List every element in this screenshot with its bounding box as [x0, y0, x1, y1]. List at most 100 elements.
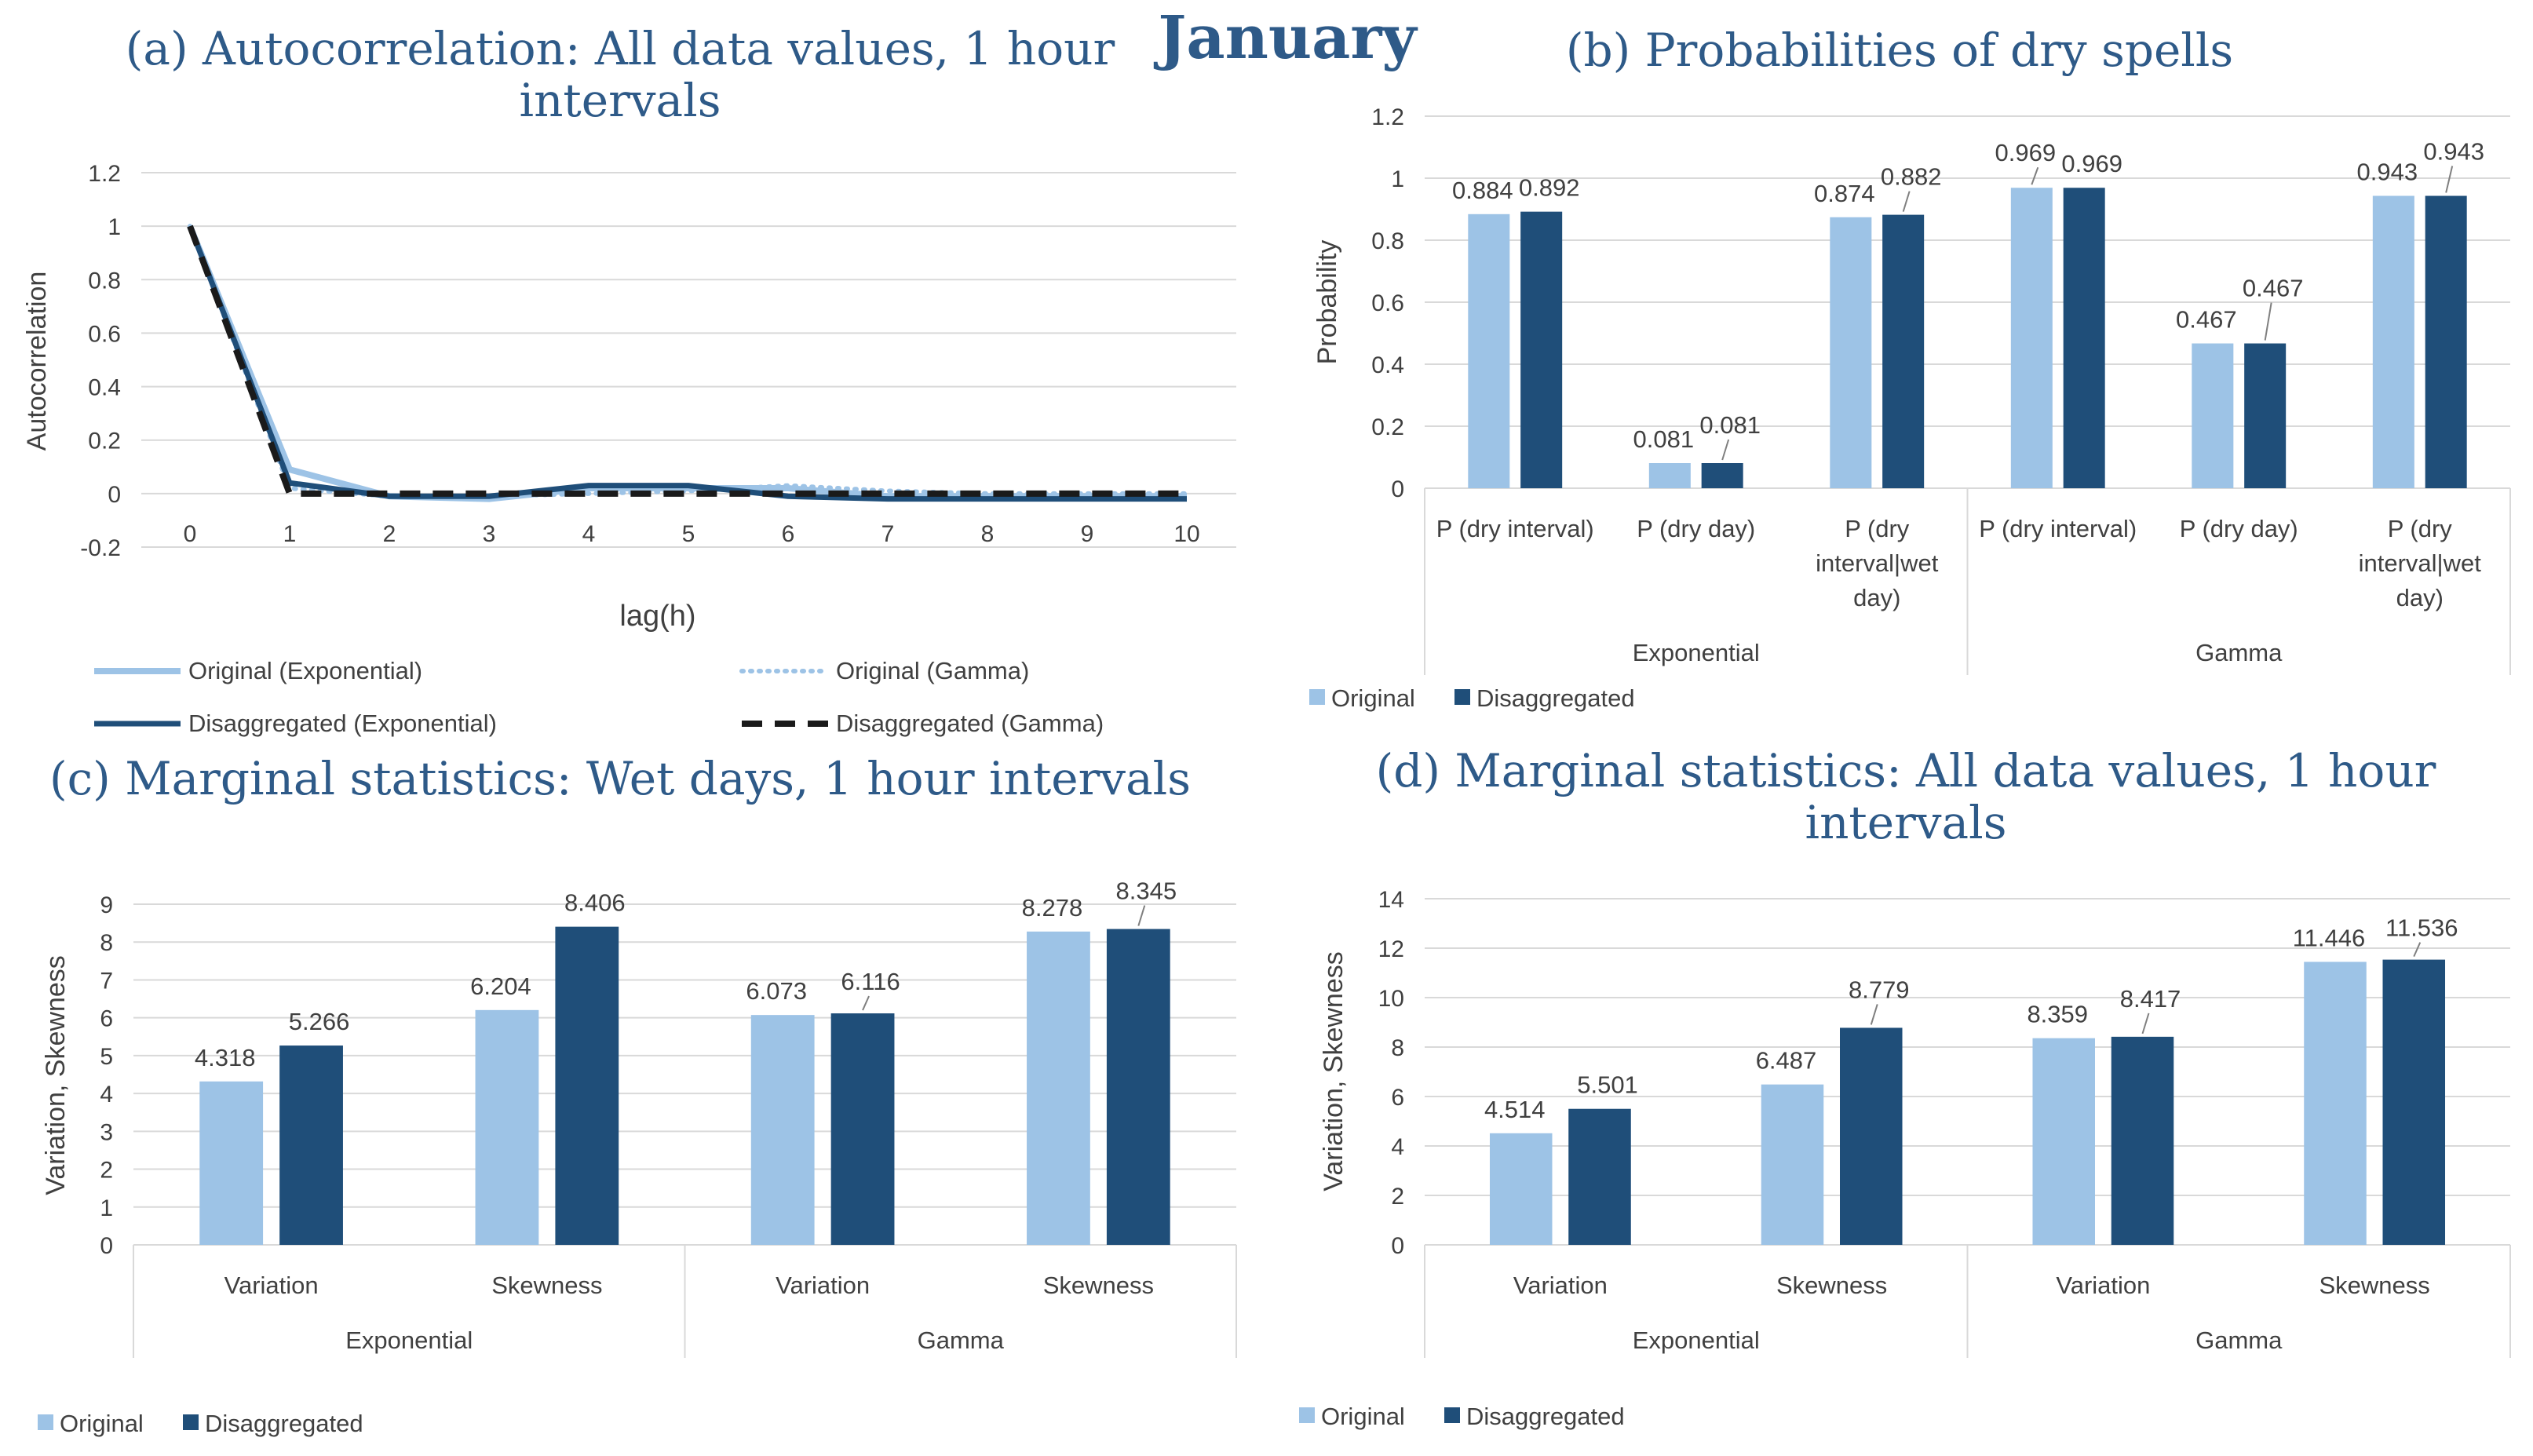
- bar-disaggregated: [1568, 1108, 1631, 1245]
- y-axis-label: Probability: [1312, 240, 1342, 365]
- bar-original: [1489, 1133, 1553, 1245]
- y-tick-label: 14: [1378, 887, 1404, 913]
- chart-title: (d) Marginal statistics: All data values…: [1376, 744, 2436, 797]
- bar-disaggregated: [830, 1013, 895, 1245]
- leader-line: [2445, 166, 2454, 193]
- legend-swatch: [1309, 689, 1325, 705]
- data-label: 0.884: [1452, 177, 1513, 204]
- bar-original: [2192, 343, 2234, 488]
- chart-title: intervals: [520, 74, 721, 127]
- category-label: Skewness: [491, 1272, 602, 1299]
- x-tick-label: 10: [1173, 521, 1199, 547]
- y-tick-label: 1: [100, 1195, 113, 1221]
- category-label: P (dry: [1845, 515, 1910, 542]
- leader-line: [2031, 166, 2039, 185]
- category-label: interval|wet: [1816, 549, 1939, 577]
- y-tick-label: 0: [1391, 476, 1404, 502]
- bar-original: [2010, 188, 2053, 488]
- group-label: Gamma: [2195, 639, 2283, 666]
- y-tick-label: 0.2: [88, 429, 121, 454]
- data-label: 0.969: [1995, 139, 2057, 166]
- y-tick-label: 1: [1391, 166, 1404, 192]
- bar-disaggregated: [1882, 214, 1925, 488]
- data-label: 8.417: [2120, 985, 2181, 1013]
- chart-title: (b) Probabilities of dry spells: [1566, 24, 2233, 77]
- y-tick-label: 0: [1391, 1233, 1404, 1259]
- category-label: day): [1853, 584, 1900, 611]
- bar-disaggregated: [1106, 929, 1170, 1245]
- data-label: 8.406: [564, 889, 626, 917]
- y-tick-label: 0.4: [88, 375, 121, 401]
- leader-line: [1721, 439, 1730, 461]
- x-tick-label: 3: [483, 521, 496, 547]
- bar-disaggregated: [1701, 463, 1743, 488]
- group-label: Exponential: [345, 1326, 473, 1354]
- bar-original: [1830, 217, 1872, 488]
- leader-line: [1137, 905, 1146, 926]
- bar-original: [1761, 1084, 1824, 1245]
- series-line-disaggregated-exponential: [187, 224, 1187, 502]
- data-label: 0.892: [1519, 174, 1580, 202]
- data-label: 6.204: [470, 972, 531, 1000]
- x-tick-label: 2: [383, 521, 396, 547]
- y-tick-label: 4: [100, 1082, 113, 1108]
- leader-line: [2141, 1013, 2150, 1035]
- category-label: interval|wet: [2359, 549, 2482, 577]
- legend-swatch: [1444, 1407, 1460, 1423]
- legend-label: Disaggregated (Gamma): [836, 710, 1104, 737]
- category-label: P (dry interval): [1436, 515, 1594, 542]
- leader-line: [1902, 191, 1911, 212]
- data-label: 5.501: [1577, 1071, 1638, 1099]
- bar-disaggregated: [2425, 195, 2467, 488]
- y-tick-label: 1.2: [1371, 104, 1404, 130]
- data-label: 6.116: [841, 968, 900, 995]
- category-label: Variation: [2056, 1272, 2150, 1299]
- y-tick-label: 1: [108, 214, 121, 240]
- legend-swatch: [1454, 689, 1470, 705]
- y-tick-label: 0.6: [88, 321, 121, 347]
- leader-line: [2413, 942, 2422, 958]
- dry-spell-probability-bar-chart: (b) Probabilities of dry spells 0 0.2 0.4 0.…: [1309, 24, 2511, 712]
- chart-title: (c) Marginal statistics: Wet days, 1 hou…: [49, 752, 1191, 805]
- y-axis-label: Variation, Skewness: [1319, 951, 1349, 1191]
- data-label: 0.943: [2423, 138, 2484, 166]
- x-tick-label: 8: [981, 521, 995, 547]
- y-tick-label: 5: [100, 1044, 113, 1070]
- category-label: P (dry day): [1637, 515, 1755, 542]
- legend-label: Original (Exponential): [188, 657, 422, 684]
- legend-label: Original: [1331, 684, 1415, 712]
- y-tick-label: 0.2: [1371, 414, 1404, 440]
- y-tick-label: 8: [100, 930, 113, 956]
- x-tick-label: 0: [184, 521, 197, 547]
- legend-label: Disaggregated: [1476, 684, 1635, 712]
- bar-original: [475, 1009, 539, 1245]
- y-tick-label: 2: [1391, 1184, 1404, 1210]
- legend-swatch: [38, 1414, 53, 1430]
- data-label: 8.359: [2027, 1001, 2088, 1028]
- bar-original: [2032, 1038, 2096, 1245]
- data-label: 0.943: [2357, 159, 2418, 186]
- category-label: P (dry interval): [1979, 515, 2137, 542]
- y-tick-label: 12: [1378, 936, 1404, 962]
- bar-disaggregated: [279, 1045, 343, 1245]
- y-axis-label: Variation, Skewness: [41, 955, 71, 1195]
- category-label: P (dry: [2388, 515, 2453, 542]
- data-label: 0.467: [2176, 306, 2237, 334]
- y-tick-label: 3: [100, 1119, 113, 1145]
- x-tick-label: 9: [1081, 521, 1094, 547]
- y-tick-label: 4: [1391, 1134, 1404, 1160]
- wet-days-marginal-stats-bar-chart: (c) Marginal statistics: Wet days, 1 hou…: [38, 752, 1237, 1437]
- group-label: Gamma: [918, 1326, 1005, 1354]
- legend-label: Disaggregated: [1466, 1403, 1625, 1430]
- legend-label: Original: [1321, 1403, 1405, 1430]
- y-tick-label: 0.6: [1371, 290, 1404, 316]
- category-label: Variation: [776, 1272, 870, 1299]
- y-tick-label: -0.2: [80, 535, 121, 561]
- data-label: 0.882: [1881, 163, 1942, 191]
- y-tick-label: 6: [1391, 1085, 1404, 1111]
- data-label: 0.081: [1633, 425, 1695, 453]
- data-label: 4.318: [195, 1044, 256, 1071]
- bar-disaggregated: [555, 926, 619, 1245]
- x-tick-label: 4: [582, 521, 596, 547]
